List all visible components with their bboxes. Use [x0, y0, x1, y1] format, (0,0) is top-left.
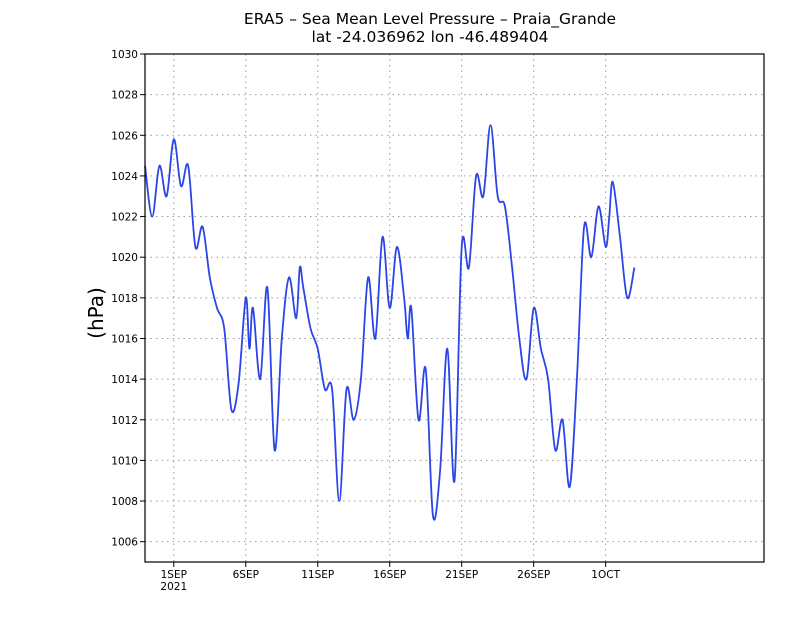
- y-tick-label: 1024: [111, 171, 138, 183]
- y-axis-label: (hPa): [84, 287, 108, 339]
- y-tick-label: 1010: [111, 455, 138, 467]
- y-tick-label: 1006: [111, 537, 138, 549]
- x-tick-label: 11SEP: [301, 569, 334, 581]
- y-tick-label: 1026: [111, 130, 138, 142]
- y-tick-label: 1008: [111, 496, 138, 508]
- y-tick-label: 1028: [111, 90, 138, 102]
- y-ticks-layer: 1006 1008 1010 1012 1014 1016 1018 1020 1022 1024…: [111, 49, 145, 549]
- pressure-series-line: [144, 124, 636, 521]
- grid-layer: [145, 54, 764, 562]
- y-tick-label: 1020: [111, 252, 138, 264]
- x-tick-label: 16SEP: [373, 569, 406, 581]
- chart-subtitle: lat -24.036962 lon -46.489404: [311, 28, 548, 46]
- x-tick-label: 1OCT: [591, 569, 620, 581]
- x-tick-label: 6SEP: [233, 569, 259, 581]
- x-tick-label: 1SEP: [161, 569, 187, 581]
- plot-frame: [144, 53, 765, 563]
- y-tick-label: 1030: [111, 49, 138, 61]
- y-tick-label: 1012: [111, 415, 138, 427]
- x-tick-label: 21SEP: [445, 569, 478, 581]
- y-tick-label: 1016: [111, 333, 138, 345]
- x-tick-sublabel: 2021: [160, 581, 187, 593]
- chart-title: ERA5 – Sea Mean Level Pressure – Praia_G…: [244, 10, 616, 29]
- x-tick-label: 26SEP: [517, 569, 550, 581]
- y-tick-label: 1022: [111, 212, 138, 224]
- y-tick-label: 1018: [111, 293, 138, 305]
- y-tick-label: 1014: [111, 374, 138, 386]
